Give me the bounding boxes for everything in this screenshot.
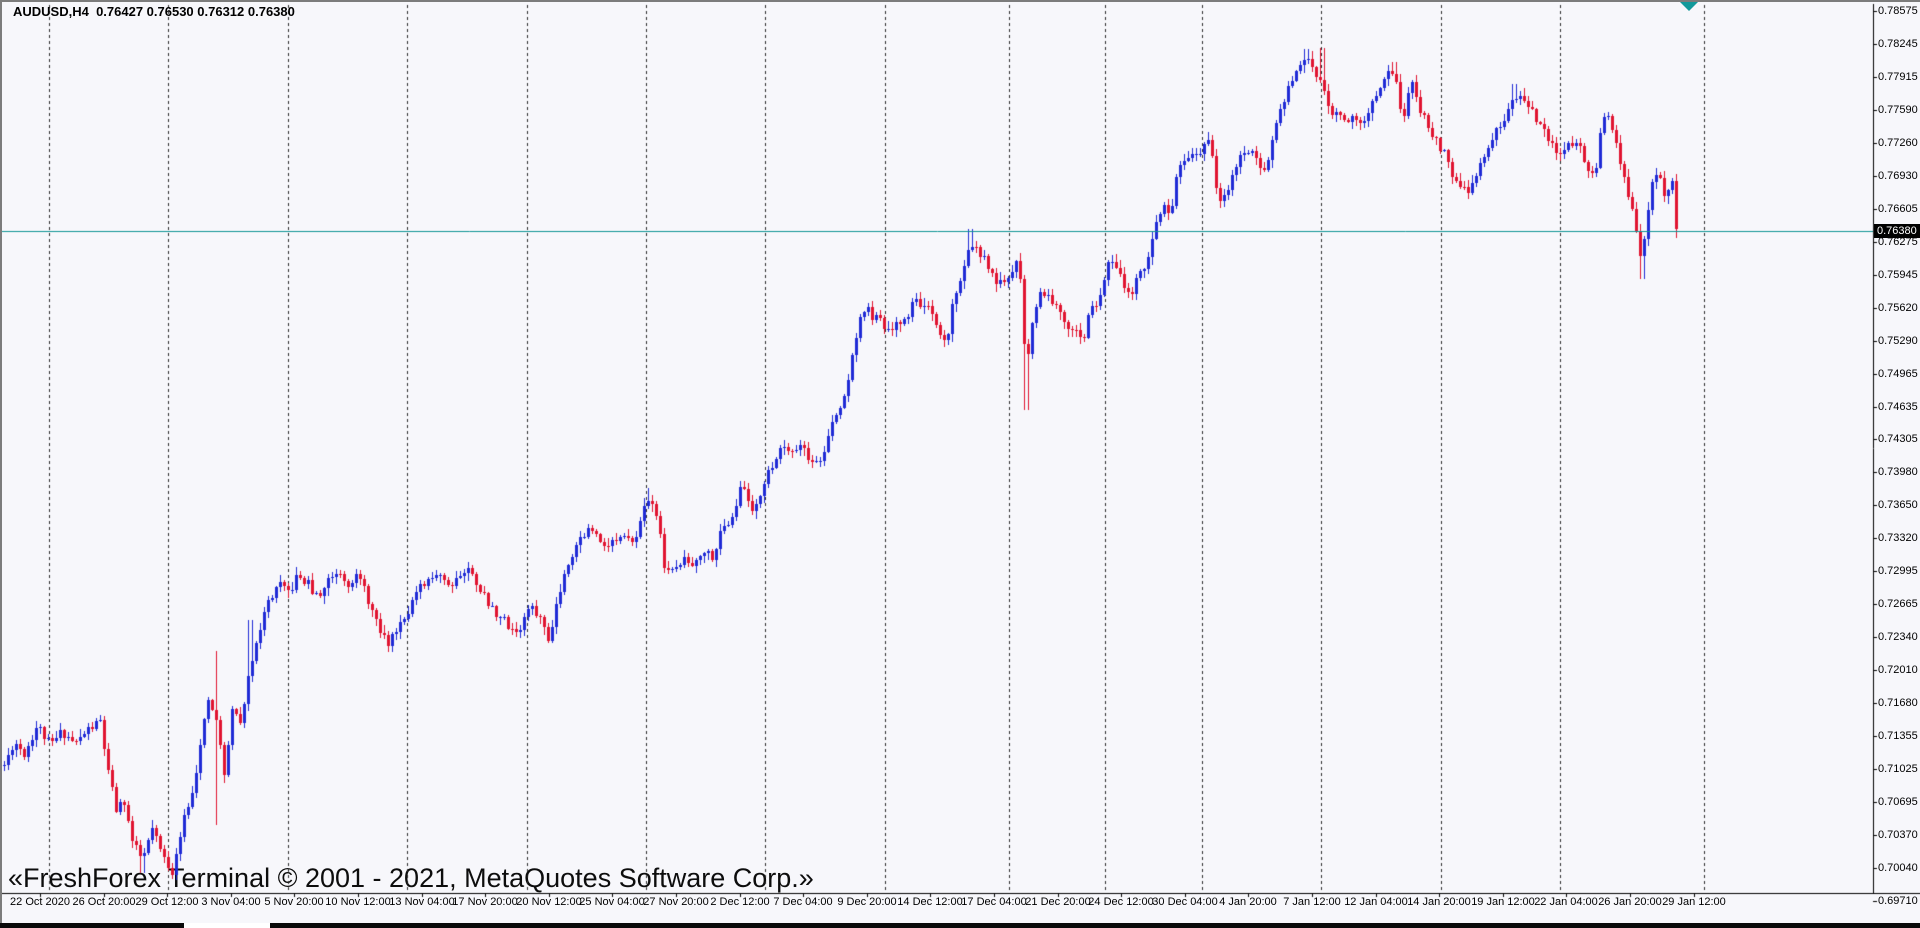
price-scale-label: 0.70370 (1878, 829, 1918, 841)
time-scale-label: 25 Nov 04:00 (579, 896, 645, 908)
time-scale-label: 19 Jan 12:00 (1471, 896, 1535, 908)
time-scale-label: 26 Jan 20:00 (1598, 896, 1662, 908)
price-scale-label: 0.69710 (1878, 894, 1918, 907)
price-scale-label: 0.75620 (1878, 301, 1918, 314)
price-scale-label: 0.72995 (1878, 565, 1918, 578)
time-scale-label: 27 Nov 20:00 (643, 896, 709, 908)
time-scale-label: 13 Nov 04:00 (389, 896, 455, 908)
time-scale-label: 20 Nov 12:00 (516, 896, 582, 908)
time-scale-label: 22 Jan 04:00 (1534, 896, 1598, 908)
price-scale-label: 0.72010 (1878, 664, 1918, 677)
horizontal-scrollbar-gap (184, 923, 270, 928)
time-scale-label: 12 Jan 04:00 (1344, 896, 1408, 908)
time-scale-label: 10 Nov 12:00 (325, 896, 391, 908)
price-scale-label: 0.73650 (1878, 499, 1918, 512)
price-scale-label: 0.77590 (1878, 103, 1918, 116)
chart-shift-marker-icon[interactable] (1680, 2, 1698, 11)
chart-title-ohlc: AUDUSD,H4 0.76427 0.76530 0.76312 0.7638… (13, 4, 295, 19)
price-scale-label: 0.76930 (1878, 169, 1918, 182)
time-scale-label: 24 Dec 12:00 (1088, 896, 1154, 908)
current-price-tag: 0.76380 (1874, 224, 1920, 238)
time-scale-label: 17 Dec 04:00 (961, 896, 1027, 908)
price-scale-label: 0.77260 (1878, 136, 1918, 149)
horizontal-scrollbar[interactable] (0, 923, 1920, 928)
price-scale-label: 0.74635 (1878, 400, 1918, 413)
price-scale-label: 0.70695 (1878, 796, 1918, 809)
time-scale-label: 14 Jan 20:00 (1407, 896, 1471, 908)
price-scale-label: 0.76605 (1878, 202, 1918, 215)
time-scale-label: 4 Jan 20:00 (1219, 896, 1277, 908)
time-scale-label: 29 Jan 12:00 (1662, 896, 1726, 908)
price-scale-label: 0.74965 (1878, 367, 1918, 380)
time-scale-label: 22 Oct 2020 (10, 896, 70, 908)
price-scale-label: 0.78245 (1878, 37, 1918, 50)
price-scale-label: 0.74305 (1878, 433, 1918, 446)
time-scale-label: 7 Jan 12:00 (1283, 896, 1341, 908)
time-scale-label: 26 Oct 20:00 (72, 896, 136, 908)
time-scale-label: 9 Dec 20:00 (837, 896, 897, 908)
time-scale-label: 30 Dec 04:00 (1152, 896, 1218, 908)
price-scale-label: 0.71355 (1878, 730, 1918, 743)
price-scale-label: 0.73980 (1878, 466, 1918, 479)
time-scale-label: 21 Dec 20:00 (1025, 896, 1091, 908)
window-border-left (0, 0, 2, 928)
price-scale-label: 0.77915 (1878, 70, 1918, 83)
price-scale-label: 0.72665 (1878, 598, 1918, 611)
price-scale-label: 0.75290 (1878, 334, 1918, 347)
price-scale-label: 0.78575 (1878, 5, 1918, 17)
time-scale-label: 3 Nov 04:00 (201, 896, 261, 908)
window-border-top (0, 0, 1920, 2)
price-scale-label: 0.72340 (1878, 631, 1918, 644)
time-scale-label: 17 Nov 20:00 (452, 896, 518, 908)
price-scale-label: 0.76275 (1878, 235, 1918, 248)
time-scale-label: 14 Dec 12:00 (897, 896, 963, 908)
time-scale-label: 5 Nov 20:00 (264, 896, 324, 908)
price-scale-label: 0.73320 (1878, 532, 1918, 545)
price-scale-label: 0.71025 (1878, 763, 1918, 776)
time-scale-label: 29 Oct 12:00 (135, 896, 199, 908)
price-scale-label: 0.75945 (1878, 268, 1918, 281)
time-scale-label: 7 Dec 04:00 (773, 896, 833, 908)
price-scale-label: 0.71680 (1878, 697, 1918, 710)
price-scale-label: 0.70040 (1878, 861, 1918, 874)
time-scale-label: 2 Dec 12:00 (710, 896, 770, 908)
